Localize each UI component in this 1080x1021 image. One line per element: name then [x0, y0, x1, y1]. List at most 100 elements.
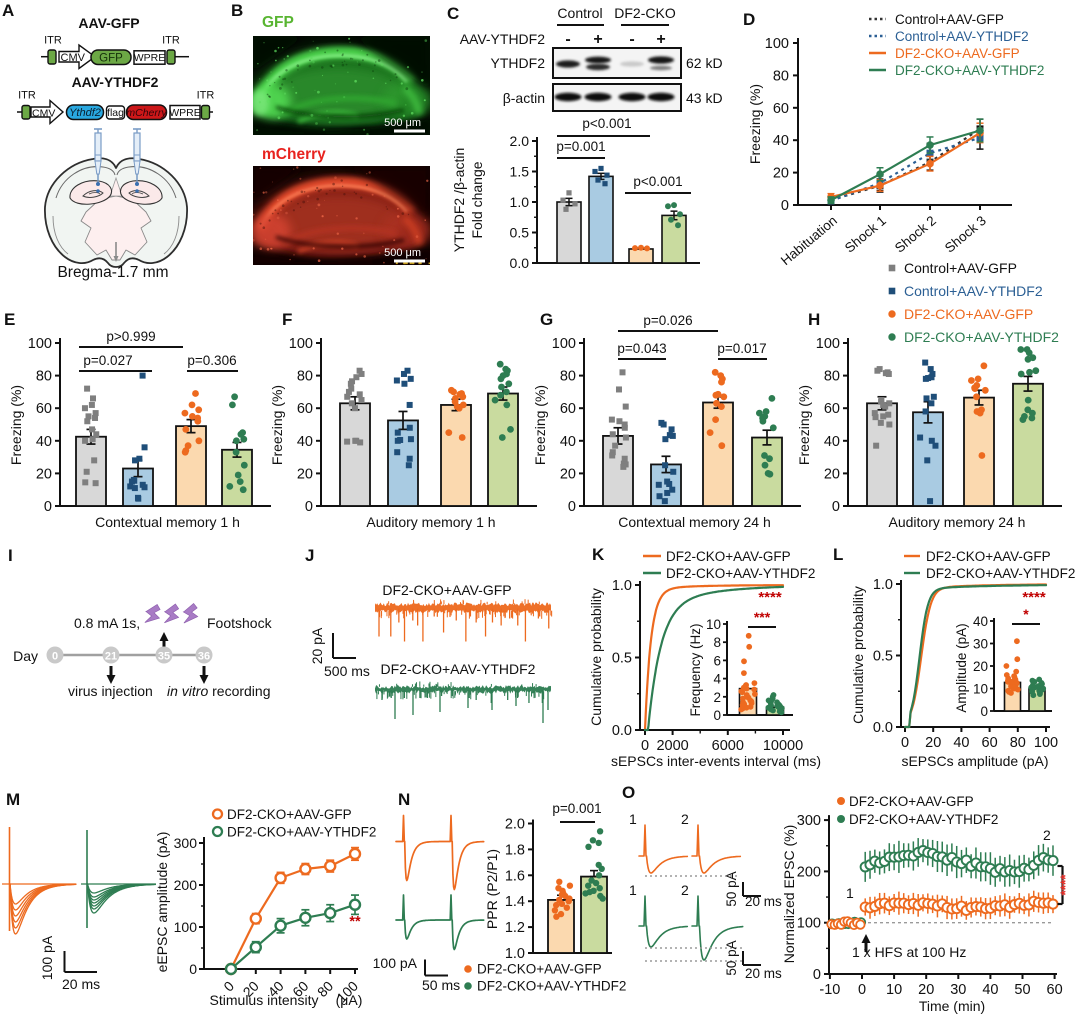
svg-text:20: 20 — [918, 982, 934, 998]
svg-text:60: 60 — [36, 401, 52, 417]
svg-text:WPRE: WPRE — [169, 107, 201, 119]
svg-text:100 pA: 100 pA — [373, 955, 418, 971]
svg-text:p=0.027: p=0.027 — [83, 353, 132, 368]
svg-text:mCherry: mCherry — [126, 107, 167, 119]
svg-text:0: 0 — [813, 967, 821, 983]
svg-text:0: 0 — [901, 735, 909, 751]
svg-text:DF2-CKO+AAV-YTHDF2: DF2-CKO+AAV-YTHDF2 — [381, 661, 536, 677]
svg-text:1: 1 — [629, 882, 637, 898]
svg-text:80: 80 — [36, 369, 52, 385]
svg-text:20: 20 — [773, 166, 789, 182]
svg-text:40: 40 — [560, 434, 576, 450]
svg-text:1.0: 1.0 — [612, 578, 632, 594]
svg-text:*: * — [1023, 606, 1029, 622]
svg-text:Normalized EPSC (%): Normalized EPSC (%) — [781, 825, 797, 963]
svg-text:100: 100 — [289, 336, 313, 352]
svg-text:1.2: 1.2 — [505, 920, 525, 936]
svg-text:0.8 mA 1s,: 0.8 mA 1s, — [74, 615, 140, 631]
svg-text:Freezing (%): Freezing (%) — [532, 385, 548, 465]
svg-text:1.0: 1.0 — [510, 194, 530, 210]
svg-text:100: 100 — [797, 916, 821, 932]
svg-text:****: **** — [1022, 589, 1046, 606]
svg-text:DF2-CKO+AAV-GFP: DF2-CKO+AAV-GFP — [227, 807, 352, 822]
svg-text:10: 10 — [973, 682, 988, 697]
svg-text:Shock 1: Shock 1 — [842, 213, 889, 256]
svg-text:eEPSC amplitude (pA): eEPSC amplitude (pA) — [154, 832, 170, 973]
svg-text:36: 36 — [198, 651, 210, 663]
svg-text:p=0.001: p=0.001 — [552, 801, 601, 816]
svg-text:50 ms: 50 ms — [422, 977, 460, 993]
svg-text:60: 60 — [560, 401, 576, 417]
svg-text:20: 20 — [560, 466, 576, 482]
svg-text:1: 1 — [629, 811, 637, 827]
svg-text:Amplitude (pA): Amplitude (pA) — [954, 623, 969, 712]
svg-text:100 pA: 100 pA — [39, 935, 55, 980]
svg-text:0: 0 — [781, 198, 789, 214]
svg-text:***: *** — [754, 609, 771, 625]
svg-text:DF2-CKO+AAV-YTHDF2: DF2-CKO+AAV-YTHDF2 — [849, 812, 998, 827]
svg-text:****: **** — [758, 589, 782, 606]
svg-text:DF2-CKO+AAV-GFP: DF2-CKO+AAV-GFP — [904, 306, 1033, 322]
svg-text:I: I — [8, 546, 13, 565]
svg-text:p=0.043: p=0.043 — [617, 341, 666, 356]
svg-text:B: B — [231, 1, 243, 20]
svg-text:20: 20 — [824, 466, 840, 482]
svg-text:p=0.306: p=0.306 — [187, 353, 236, 368]
svg-text:10: 10 — [886, 982, 902, 998]
svg-text:CMV: CMV — [61, 52, 86, 64]
svg-text:1: 1 — [846, 885, 854, 901]
svg-text:Contextual memory 24 h: Contextual memory 24 h — [618, 514, 771, 530]
svg-text:YTHDF2 /β-actin: YTHDF2 /β-actin — [451, 148, 467, 253]
svg-text:+: + — [656, 31, 665, 48]
svg-text:8: 8 — [713, 635, 721, 650]
svg-text:100: 100 — [552, 336, 576, 352]
svg-text:DF2-CKO+AAV-YTHDF2: DF2-CKO+AAV-YTHDF2 — [227, 825, 376, 840]
svg-text:Auditory memory 1 h: Auditory memory 1 h — [366, 514, 495, 530]
svg-text:100: 100 — [174, 919, 198, 935]
svg-text:20 ms: 20 ms — [745, 894, 782, 909]
svg-text:AAV-YTHDF2: AAV-YTHDF2 — [460, 31, 546, 47]
svg-text:20: 20 — [925, 735, 941, 751]
svg-text:6000: 6000 — [712, 738, 744, 754]
svg-text:2: 2 — [713, 690, 721, 705]
svg-text:Control+AAV-GFP: Control+AAV-GFP — [895, 12, 1004, 27]
svg-text:Freezing (%): Freezing (%) — [747, 84, 763, 164]
svg-text:21: 21 — [105, 651, 117, 663]
svg-text:200: 200 — [797, 864, 821, 880]
svg-text:Control+AAV-YTHDF2: Control+AAV-YTHDF2 — [904, 283, 1043, 299]
svg-text:N: N — [398, 790, 410, 809]
svg-text:Control+AAV-YTHDF2: Control+AAV-YTHDF2 — [895, 29, 1029, 44]
svg-text:Bregma-1.7 mm: Bregma-1.7 mm — [57, 264, 168, 281]
svg-text:0: 0 — [189, 961, 197, 977]
svg-text:2: 2 — [681, 811, 689, 827]
svg-text:in vitro recording: in vitro recording — [167, 683, 271, 699]
svg-text:-: - — [629, 31, 634, 48]
svg-text:2: 2 — [1043, 827, 1051, 843]
svg-text:virus injection: virus injection — [68, 683, 153, 699]
svg-text:80: 80 — [1010, 735, 1026, 751]
svg-text:YTHDF2: YTHDF2 — [491, 55, 546, 71]
svg-text:0: 0 — [52, 651, 58, 663]
svg-text:1.8: 1.8 — [505, 842, 525, 858]
svg-text:DF2-CKO+AAV-YTHDF2: DF2-CKO+AAV-YTHDF2 — [904, 329, 1059, 345]
svg-text:20 ms: 20 ms — [62, 976, 100, 992]
svg-text:80: 80 — [560, 369, 576, 385]
svg-text:(μA): (μA) — [336, 992, 363, 1008]
svg-text:1.0: 1.0 — [873, 577, 893, 593]
svg-text:DF2-CKO+AAV-GFP: DF2-CKO+AAV-GFP — [382, 582, 511, 598]
svg-text:Ythdf2: Ythdf2 — [69, 107, 101, 119]
svg-text:0: 0 — [305, 499, 313, 515]
svg-text:10: 10 — [706, 617, 721, 632]
svg-text:0.5: 0.5 — [510, 225, 530, 241]
svg-text:1.6: 1.6 — [505, 868, 525, 884]
svg-text:0: 0 — [980, 704, 988, 719]
svg-text:Shock 3: Shock 3 — [942, 213, 989, 256]
svg-text:300: 300 — [797, 813, 821, 829]
svg-text:sEPSCs amplitude (pA): sEPSCs amplitude (pA) — [901, 753, 1048, 769]
svg-text:500 μm: 500 μm — [384, 117, 421, 129]
svg-text:1.4: 1.4 — [505, 894, 525, 910]
svg-text:p=0.001: p=0.001 — [556, 139, 605, 154]
svg-text:β-actin: β-actin — [503, 90, 545, 106]
svg-text:****: **** — [1058, 874, 1073, 896]
svg-text:6: 6 — [713, 653, 721, 668]
